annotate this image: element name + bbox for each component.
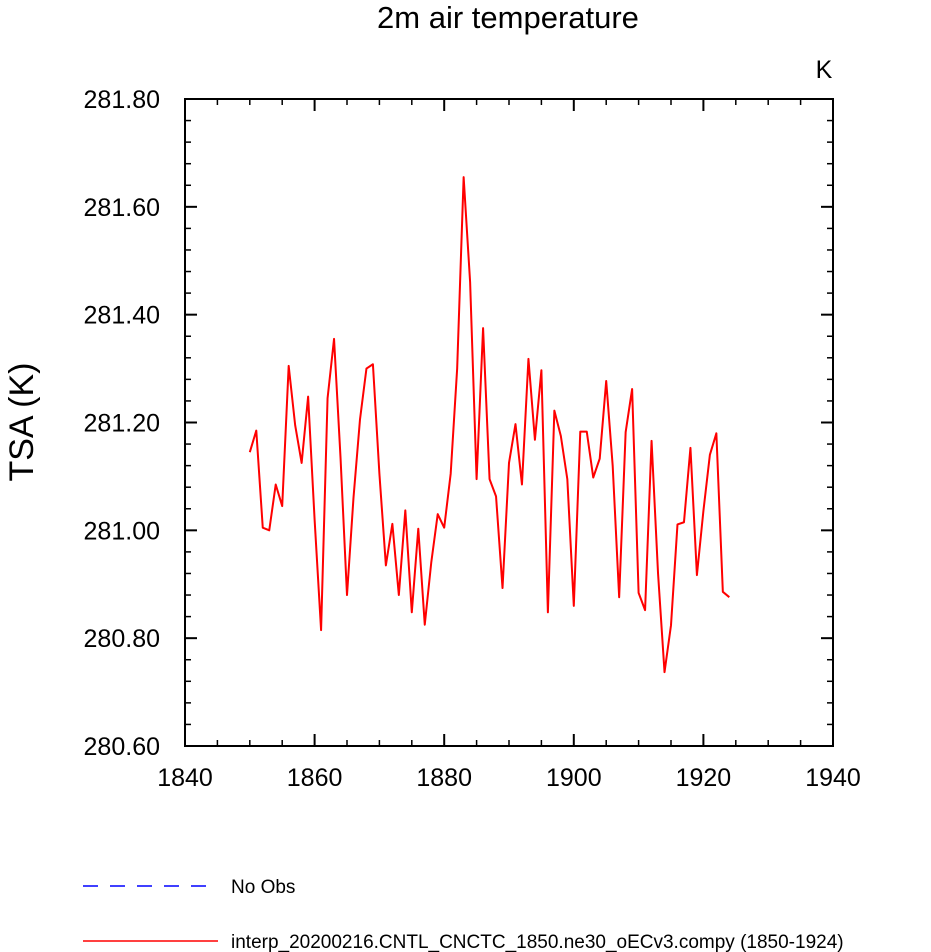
plot-frame — [184, 98, 834, 747]
legend-label-model: interp_20200216.CNTL_CNCTC_1850.ne30_oEC… — [231, 932, 844, 952]
y-tick-label: 281.20 — [84, 410, 160, 438]
y-tick-labels: 280.60 280.80 281.00 281.20 281.40 281.60 281.… — [84, 86, 160, 761]
y-tick-label: 280.60 — [84, 733, 160, 761]
x-tick-label: 1840 — [157, 764, 213, 792]
units-label: K — [816, 56, 833, 84]
x-tick-label: 1880 — [416, 764, 472, 792]
y-tick-label: 281.60 — [84, 194, 160, 222]
chart-title: 2m air temperature — [377, 0, 639, 35]
y-axis-label: TSA (K) — [3, 362, 41, 481]
legend: No Obs interp_20200216.CNTL_CNCTC_1850.n… — [83, 877, 844, 952]
y-tick-label: 281.40 — [84, 302, 160, 330]
x-tick-label: 1920 — [676, 764, 732, 792]
x-tick-label: 1860 — [287, 764, 343, 792]
x-tick-labels: 1840 1860 1880 1900 1920 1940 — [157, 764, 861, 792]
y-tick-label: 280.80 — [84, 625, 160, 653]
series-layer — [248, 176, 730, 674]
y-tick-label: 281.00 — [84, 517, 160, 545]
axis-ticks — [184, 98, 834, 747]
x-tick-label: 1900 — [546, 764, 602, 792]
legend-label-no-obs: No Obs — [231, 877, 295, 898]
series-line-0 — [248, 176, 730, 674]
y-tick-label: 281.80 — [84, 86, 160, 114]
x-tick-label: 1940 — [805, 764, 861, 792]
